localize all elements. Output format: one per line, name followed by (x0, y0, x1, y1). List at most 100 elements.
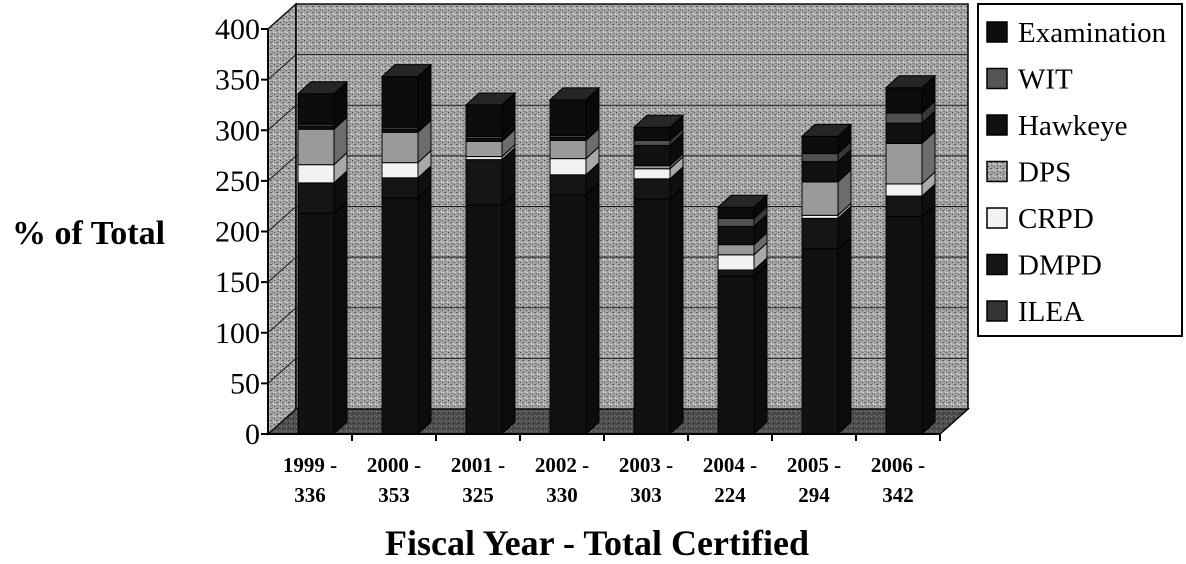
bar-stack-2000-353 (380, 63, 433, 436)
y-tick-label: 100 (215, 317, 260, 350)
gridline-side (267, 54, 297, 80)
bar-dmpd-2000-353 (381, 177, 419, 199)
bar-dmpd-2004-224 (717, 269, 755, 277)
x-tick-label: 1999 - (283, 453, 337, 477)
x-tick-label: 2006 - (871, 453, 925, 477)
bar-hawkeye-2006-342 (885, 122, 923, 144)
legend-item-dps-label: DPS (1018, 157, 1071, 189)
bar-top-2006-342 (884, 75, 937, 89)
bar-stack-2003-303 (632, 114, 685, 436)
bar-examination-2006-342 (885, 87, 923, 114)
gridline-side (267, 155, 297, 182)
legend-item-hawkeye-label: Hawkeye (1018, 110, 1128, 142)
x-tick-label: 2005 - (787, 453, 841, 477)
bar-wit-2003-303 (633, 139, 671, 146)
bar-crpd-2006-342 (885, 183, 923, 197)
legend-item-ilea: ILEA (986, 296, 1084, 328)
bar-ilea-2006-342 (885, 215, 923, 435)
bar-dps-1999-336 (297, 128, 335, 166)
gridline-side (267, 408, 297, 435)
bar-stack-2005-294 (800, 123, 853, 436)
legend-item-examination-label: Examination (1018, 17, 1167, 49)
bar-stack-2006-342 (884, 74, 937, 436)
legend-item-crpd: CRPD (986, 203, 1094, 235)
x-tick-label-total: 342 (882, 483, 914, 507)
legend-item-examination-swatch (986, 21, 1008, 43)
legend-item-dps: DPS (986, 157, 1071, 189)
y-tick-label: 150 (215, 266, 260, 299)
bar-ilea-2002-330 (549, 194, 587, 435)
y-tick-label: 50 (230, 367, 260, 400)
bar-wit-2005-294 (801, 153, 839, 163)
x-tick-label-total: 330 (546, 483, 578, 507)
bar-wit-2004-224 (717, 217, 755, 227)
y-tick-label: 250 (215, 165, 260, 198)
y-tick-label: 200 (215, 216, 260, 249)
bar-ilea-2004-224 (717, 275, 755, 435)
legend-item-dps-swatch (986, 160, 1008, 183)
bar-examination-2001-325 (465, 104, 503, 137)
bar-dps-2006-342 (885, 142, 923, 185)
gridline-side (267, 358, 297, 384)
y-tick-label: 300 (215, 114, 260, 147)
bar-dmpd-2006-342 (885, 195, 923, 217)
legend-item-examination: Examination (986, 17, 1167, 49)
bar-dps-2002-330 (549, 139, 587, 160)
bar-ilea-2000-353-side (417, 184, 432, 436)
bar-ilea-2004-224-side (753, 262, 768, 436)
bar-dmpd-1999-336 (297, 182, 335, 214)
x-tick-label: 2000 - (367, 453, 421, 477)
bar-ilea-2000-353 (381, 197, 419, 435)
gridline-side (267, 3, 297, 30)
legend-item-dmpd: DMPD (986, 250, 1102, 282)
bar-dps-2005-294 (801, 181, 839, 216)
bar-hawkeye-2003-303 (633, 144, 671, 167)
x-axis-categories: 1999 - 336 2000 - 353 2001 - 325 2002 - 330 2003… (283, 434, 941, 507)
x-tick-label-total: 336 (294, 483, 326, 507)
bar-stack-2004-224 (716, 194, 769, 436)
legend-item-hawkeye: Hawkeye (986, 110, 1128, 142)
bar-examination-2005-294 (801, 135, 839, 155)
bar-stack-2001-325 (464, 91, 517, 436)
bar-stack-1999-336 (296, 80, 349, 436)
bar-top-2005-294 (800, 123, 853, 137)
bar-ilea-2003-303 (633, 198, 671, 435)
legend-item-dmpd-label: DMPD (1018, 250, 1102, 282)
bar-top-2003-303 (632, 114, 685, 128)
x-tick-label-total: 294 (798, 483, 830, 507)
bar-ilea-2001-325 (465, 204, 503, 435)
bar-hawkeye-2005-294 (801, 161, 839, 183)
bar-examination-2003-303 (633, 126, 671, 141)
bar-ilea-2001-325-side (501, 192, 516, 436)
gridline-side (267, 307, 297, 334)
legend-item-ilea-label: ILEA (1018, 296, 1084, 328)
bar-examination-1999-336 (297, 93, 335, 125)
bar-ilea-2002-330-side (585, 181, 600, 436)
y-axis-title: % of Total (12, 215, 165, 252)
legend-box (977, 3, 1183, 337)
legend-item-hawkeye-swatch (986, 114, 1008, 136)
bar-crpd-2002-330 (549, 158, 587, 176)
y-tick-label: 0 (245, 418, 260, 451)
bar-stack-2002-330 (548, 86, 601, 436)
bar-examination-2004-224 (717, 206, 755, 219)
plot-floor (266, 408, 970, 435)
x-tick-label-total: 303 (630, 483, 662, 507)
bar-ilea-1999-336 (297, 212, 335, 435)
bar-crpd-2004-224 (717, 254, 755, 271)
legend-item-ilea-swatch (986, 300, 1008, 322)
x-tick-label-total: 224 (714, 483, 746, 507)
gridline-side (267, 256, 297, 283)
bar-dmpd-2002-330 (549, 174, 587, 196)
bar-ilea-2005-294-side (837, 235, 852, 436)
legend-item-crpd-swatch (986, 207, 1008, 229)
gridline-side (267, 206, 297, 232)
bar-crpd-2003-303 (633, 168, 671, 180)
legend-item-wit: WIT (986, 64, 1073, 96)
legend-item-crpd-label: CRPD (1018, 203, 1094, 235)
bar-dps-2004-224 (717, 244, 755, 256)
bar-ilea-1999-336-side (333, 200, 348, 436)
bar-ilea-2005-294 (801, 248, 839, 435)
x-tick-label: 2004 - (703, 453, 757, 477)
